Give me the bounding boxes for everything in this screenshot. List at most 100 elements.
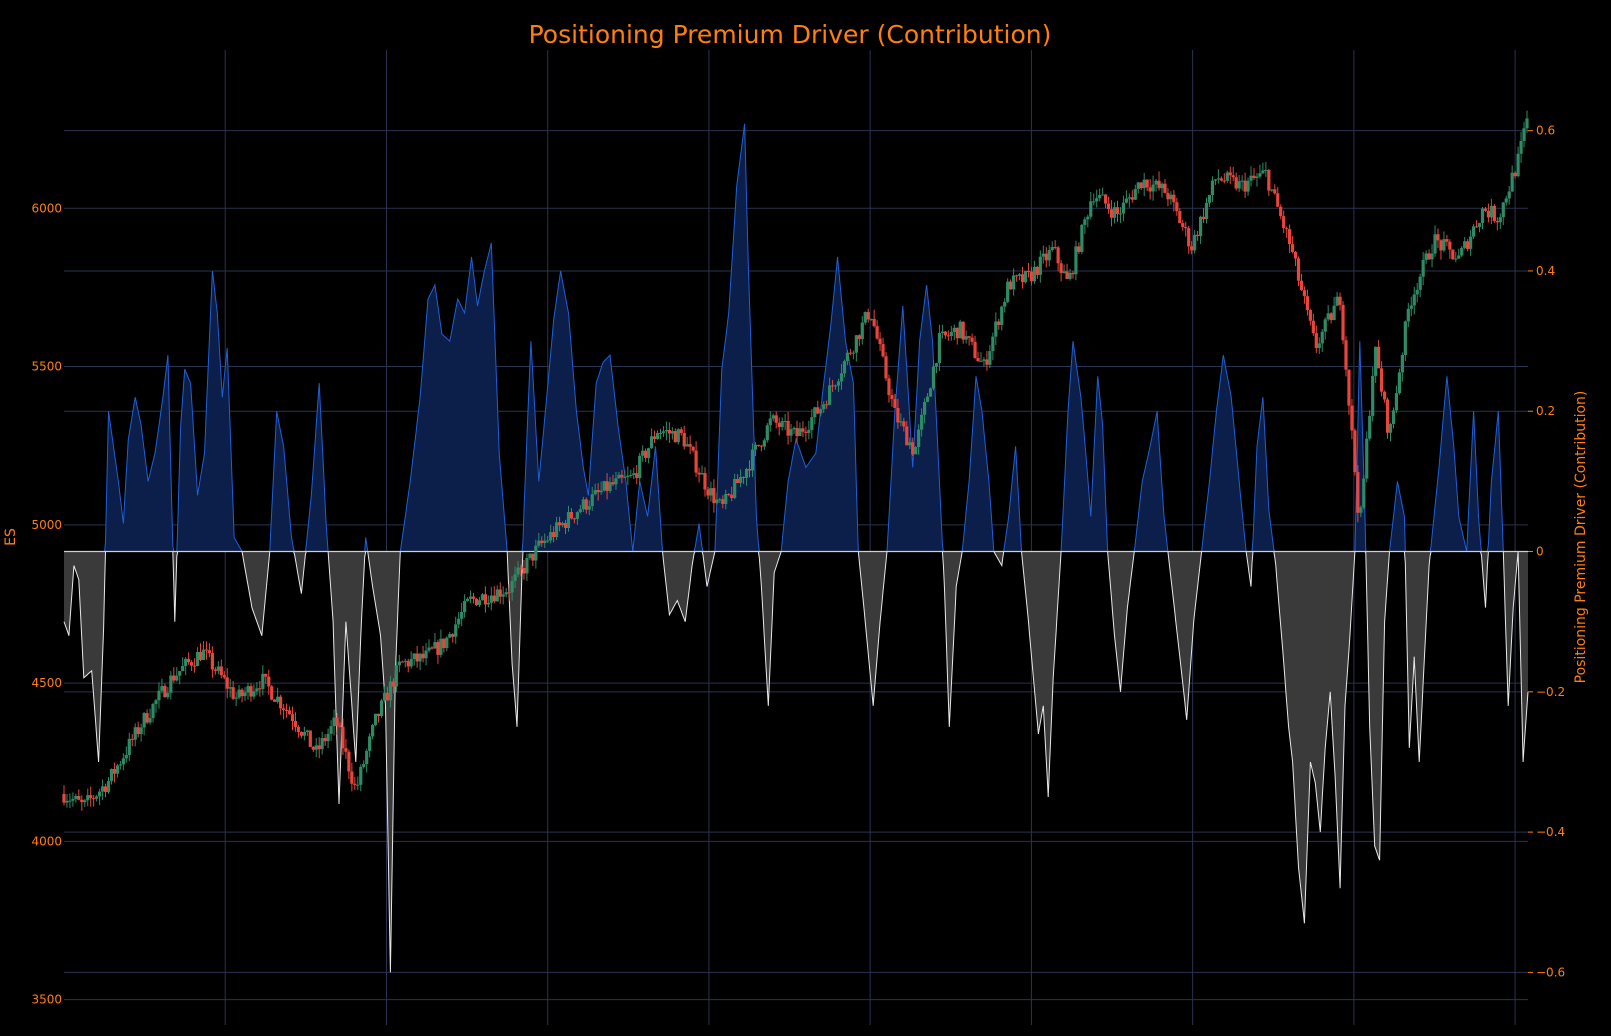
candle-body (246, 686, 250, 693)
candle-body (1246, 180, 1250, 192)
candle-body (721, 499, 725, 504)
candle-body (925, 396, 930, 402)
es-candlestick-series (62, 110, 1529, 811)
candle-body (1483, 208, 1488, 211)
candle-body (848, 352, 853, 354)
candle-body (676, 429, 680, 443)
candle-body (341, 726, 345, 749)
candle-body (700, 473, 704, 475)
candle-body (382, 692, 387, 701)
candle-body (1489, 205, 1493, 218)
candle-body (344, 748, 348, 752)
candle-body (611, 482, 615, 485)
candle-body (519, 567, 523, 569)
candle-body (958, 321, 962, 339)
candle-body (525, 557, 529, 574)
candle-body (264, 673, 268, 677)
candle-body (596, 490, 600, 493)
candle-body (504, 592, 508, 595)
candle-body (1486, 210, 1491, 218)
candle-body (1026, 271, 1031, 273)
candle-body (1145, 179, 1149, 188)
negative-contribution-fill (64, 551, 1528, 973)
candle-body (1157, 180, 1161, 189)
candle-body (136, 727, 140, 735)
candle-body (115, 765, 120, 774)
candle-body (474, 598, 479, 606)
candle-body (1204, 202, 1209, 220)
candle-body (507, 592, 511, 594)
candle-body (1213, 179, 1218, 181)
candle-body (1442, 239, 1446, 251)
candle-body (572, 518, 577, 520)
candle-body (95, 796, 99, 799)
candle-body (703, 473, 707, 490)
candle-body (109, 768, 114, 782)
candle-body (1127, 197, 1131, 199)
right-axis-title: Positioning Premium Driver (Contribution… (1573, 391, 1589, 684)
candle-body (1409, 305, 1413, 309)
candle-body (1513, 172, 1517, 177)
candle-body (1133, 189, 1137, 200)
candle-body (1311, 320, 1315, 334)
candle-body (1231, 175, 1235, 178)
candle-body (92, 798, 96, 800)
candle-body (1385, 399, 1390, 433)
left-axis-ticks: 3500 4000 4500 5000 5500 6000 (31, 201, 62, 1006)
candle-body (1234, 177, 1238, 189)
candle-body (1371, 375, 1375, 416)
candle-body (810, 417, 814, 430)
candle-body (231, 687, 235, 699)
candle-body (86, 795, 90, 801)
candle-body (1347, 369, 1351, 406)
candle-body (1071, 272, 1075, 275)
candle-body (483, 594, 487, 605)
candle-body (1020, 274, 1025, 283)
candle-body (537, 540, 541, 546)
candle-body (489, 595, 493, 603)
candle-body (798, 428, 802, 437)
candle-body (311, 746, 315, 750)
candle-body (1356, 472, 1360, 513)
candle-body (1501, 202, 1505, 218)
candle-body (961, 321, 965, 340)
candle-body (836, 381, 841, 386)
candle-body (332, 717, 336, 727)
candle-body (1104, 194, 1108, 204)
candle-body (1380, 368, 1384, 392)
candle-body (1068, 272, 1072, 279)
candle-body (1314, 333, 1318, 349)
candle-body (394, 665, 398, 687)
candle-body (807, 429, 811, 433)
candle-body (715, 499, 719, 504)
candle-body (163, 685, 167, 698)
candle-body (1074, 246, 1078, 275)
candle-body (623, 477, 627, 479)
candle-body (697, 472, 701, 475)
candle-body (979, 360, 983, 362)
candle-body (1525, 118, 1529, 129)
candle-body (816, 407, 820, 414)
candle-body (522, 567, 526, 574)
candle-body (1415, 289, 1419, 295)
candle-body (335, 717, 339, 726)
candle-body (792, 428, 796, 430)
candle-body (1086, 216, 1090, 220)
candle-body (74, 795, 78, 799)
candle-body (712, 488, 716, 504)
candle-body (1477, 223, 1482, 227)
candle-body (813, 407, 817, 418)
candle-body (744, 468, 749, 478)
candle-body (1151, 184, 1155, 192)
candle-body (1267, 170, 1271, 191)
candle-body (1059, 263, 1063, 273)
candle-body (819, 409, 823, 414)
candle-body (1317, 343, 1321, 349)
candle-body (629, 474, 633, 476)
candle-body (270, 686, 274, 700)
candle-body (1219, 178, 1223, 181)
candle-body (709, 488, 713, 496)
candle-body (1463, 241, 1467, 248)
candle-body (314, 745, 318, 750)
candle-body (786, 420, 790, 436)
